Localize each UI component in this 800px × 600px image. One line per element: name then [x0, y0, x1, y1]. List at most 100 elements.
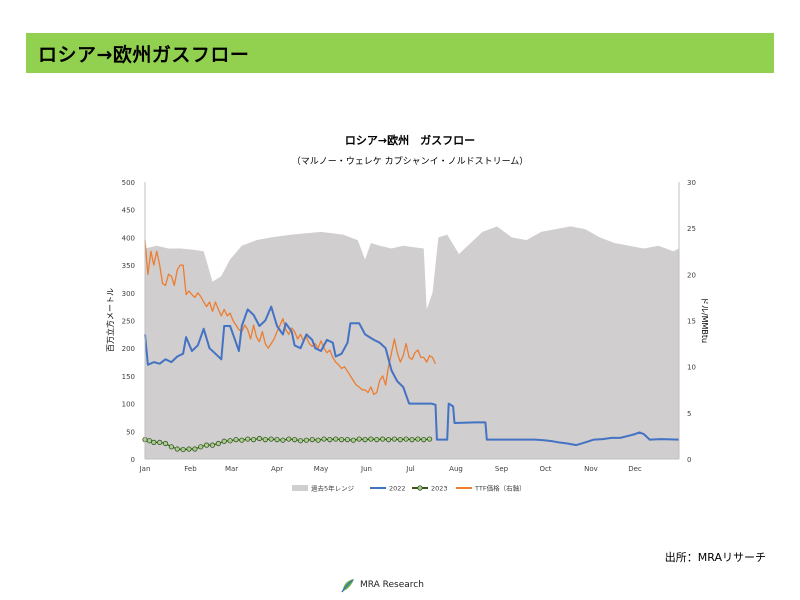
legend-ttf-label: TTF価格（右軸） — [474, 484, 526, 493]
series-2023-point — [227, 438, 233, 444]
series-2023-point — [327, 437, 333, 443]
y2-axis-label: ドル/MMBtu — [700, 297, 709, 343]
y2-tick-label: 30 — [687, 179, 696, 187]
y-tick-label: 450 — [122, 207, 135, 215]
series-2023-point — [385, 437, 392, 443]
series-2023-point — [333, 436, 339, 442]
series-2023-point — [427, 436, 433, 442]
series-2023-point — [262, 437, 268, 443]
y2-tick-label: 20 — [687, 271, 696, 279]
page-heading: ロシア→欧州ガスフロー — [38, 43, 250, 66]
company-logo: MRA Research — [340, 577, 424, 593]
series-2023-point — [403, 436, 409, 442]
x-tick-label: Jul — [405, 465, 415, 473]
y-tick-label: 150 — [122, 373, 135, 381]
series-2023-point — [321, 436, 327, 442]
series-2023-point — [215, 440, 221, 447]
y2-tick-label: 0 — [687, 456, 691, 464]
y-tick-label: 500 — [122, 179, 135, 187]
chart-subtitle: （マルノー・ウェレケ カプシャンイ・ノルドストリーム） — [292, 156, 529, 167]
legend-range-label: 過去5年レンジ — [311, 484, 355, 493]
y-tick-label: 400 — [122, 234, 135, 242]
series-2023-point — [256, 435, 263, 442]
x-tick-label: Feb — [184, 465, 197, 473]
series-2023-point — [245, 436, 251, 442]
leaf-logo-icon — [341, 579, 354, 593]
series-2023-point — [168, 444, 175, 450]
series-2023-point — [350, 437, 356, 443]
series-2023-point — [250, 437, 257, 443]
series-2023-point — [274, 437, 280, 443]
x-tick-label: Jan — [139, 465, 151, 473]
series-2022-line — [144, 305, 680, 447]
series-2023-point — [286, 436, 292, 442]
series-2023-point — [380, 436, 386, 442]
series-2023-point — [192, 446, 198, 452]
y-tick-label: 350 — [122, 262, 135, 270]
series-2023-point — [409, 437, 415, 443]
y-tick-label: 250 — [122, 318, 135, 326]
y-axis-label: 百万立方メートル — [105, 288, 115, 352]
legend-2022-label: 2022 — [389, 485, 406, 493]
series-2023-point — [209, 442, 216, 448]
x-tick-label: May — [314, 465, 328, 473]
series-2023-point — [391, 436, 397, 442]
series-2023-point — [315, 437, 321, 443]
axes: 0 50 100 150 200 250 300 350 400 450 500 0 5 10 15 20 25… — [122, 179, 696, 473]
series-2023-point — [239, 437, 245, 443]
five-year-range-area — [145, 226, 679, 459]
series-2023-point — [397, 437, 403, 443]
x-tick-label: Sep — [495, 465, 509, 473]
y2-tick-label: 5 — [687, 410, 691, 418]
y-tick-label: 200 — [122, 345, 135, 353]
series-2023-point — [151, 439, 157, 445]
series-2023-point — [174, 446, 180, 452]
series-2023-point — [344, 437, 351, 443]
series-2023-point — [356, 436, 362, 442]
logo-text: MRA Research — [360, 580, 424, 590]
series-2023-point — [362, 437, 368, 443]
series-2023-point — [368, 436, 374, 442]
series-2023-point — [297, 438, 304, 444]
legend-2023-marker — [417, 485, 423, 491]
series-2023-point — [309, 437, 315, 443]
series-2023-point — [146, 438, 153, 444]
y-tick-label: 50 — [126, 428, 135, 436]
series-2023-point — [280, 437, 286, 443]
x-tick-label: Mar — [225, 465, 238, 473]
series-2023-point — [162, 440, 169, 447]
source-note: 出所：MRAリサーチ — [664, 551, 766, 564]
y-tick-label: 300 — [122, 290, 135, 298]
page-header-banner: ロシア→欧州ガスフロー — [26, 33, 774, 73]
x-tick-label: Oct — [539, 465, 551, 473]
series-2023-point — [421, 437, 427, 443]
x-tick-label: Dec — [628, 465, 642, 473]
series-2023-point — [204, 442, 210, 448]
series-2023-point — [186, 446, 192, 452]
y2-tick-label: 15 — [687, 318, 696, 326]
x-tick-label: Aug — [449, 465, 463, 473]
series-2023-point — [180, 446, 186, 453]
legend-range-swatch — [292, 485, 308, 491]
series-2023-point — [221, 438, 227, 444]
series-2023-point — [338, 437, 345, 443]
plot-area — [142, 226, 680, 459]
x-tick-label: Nov — [584, 465, 598, 473]
y2-tick-label: 25 — [687, 225, 696, 233]
series-2023-point — [415, 436, 421, 442]
y-tick-label: 0 — [131, 456, 135, 464]
series-2023-point — [374, 437, 380, 443]
series-2023-point — [268, 436, 274, 442]
x-tick-label: Jun — [360, 465, 372, 473]
chart-title: ロシア→欧州 ガスフロー — [345, 133, 475, 147]
series-2023-point — [292, 437, 298, 443]
series-2023-point — [303, 437, 309, 443]
series-2023-point — [198, 444, 204, 450]
series-2023-point — [233, 437, 239, 443]
series-2023-point — [157, 439, 163, 445]
legend: 過去5年レンジ 2022 2023 TTF価格（右軸） — [292, 484, 526, 493]
legend-2023-label: 2023 — [431, 485, 448, 493]
y-tick-label: 100 — [122, 401, 135, 409]
x-tick-label: Apr — [271, 465, 283, 473]
